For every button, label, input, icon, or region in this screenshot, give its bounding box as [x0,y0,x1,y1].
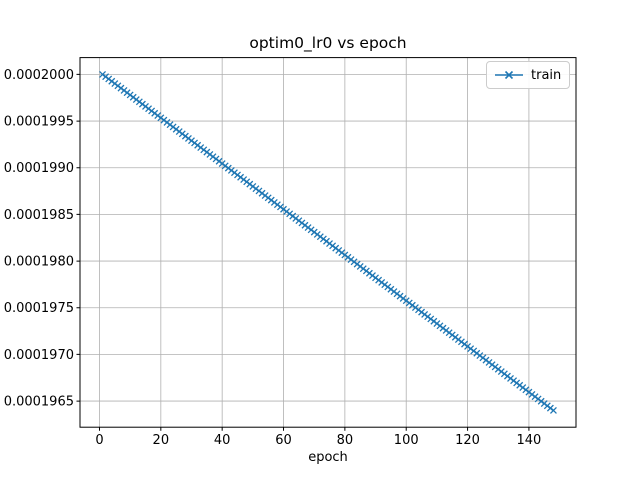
y-tick-label: 0.0002000 [4,68,74,83]
x-tick-label: 20 [153,433,170,448]
grid-lines [80,57,576,428]
chart-title: optim0_lr0 vs epoch [249,34,407,52]
axes-border [79,57,577,428]
y-tick-label: 0.0001985 [4,208,74,223]
y-tick-label: 0.0001995 [4,115,74,130]
x-tick-label: 80 [337,433,354,448]
y-tick-label: 0.0001980 [4,255,74,270]
x-tick-label: 40 [214,433,231,448]
x-axis-label: epoch [308,450,348,465]
x-tick-label: 140 [517,433,542,448]
y-tick-label: 0.0001970 [4,348,74,363]
legend-line-marker-icon [495,70,523,80]
legend: train [486,61,570,89]
axis-tick-marks [76,73,530,431]
y-tick-label: 0.0001975 [4,301,74,316]
y-tick-label: 0.0001990 [4,161,74,176]
x-tick-label: 60 [275,433,292,448]
x-tick-label: 0 [95,433,103,448]
train-markers [99,70,557,414]
y-tick-label: 0.0001965 [4,395,74,410]
x-tick-label: 120 [455,433,480,448]
x-tick-label: 100 [394,433,419,448]
legend-label-train: train [531,67,562,83]
